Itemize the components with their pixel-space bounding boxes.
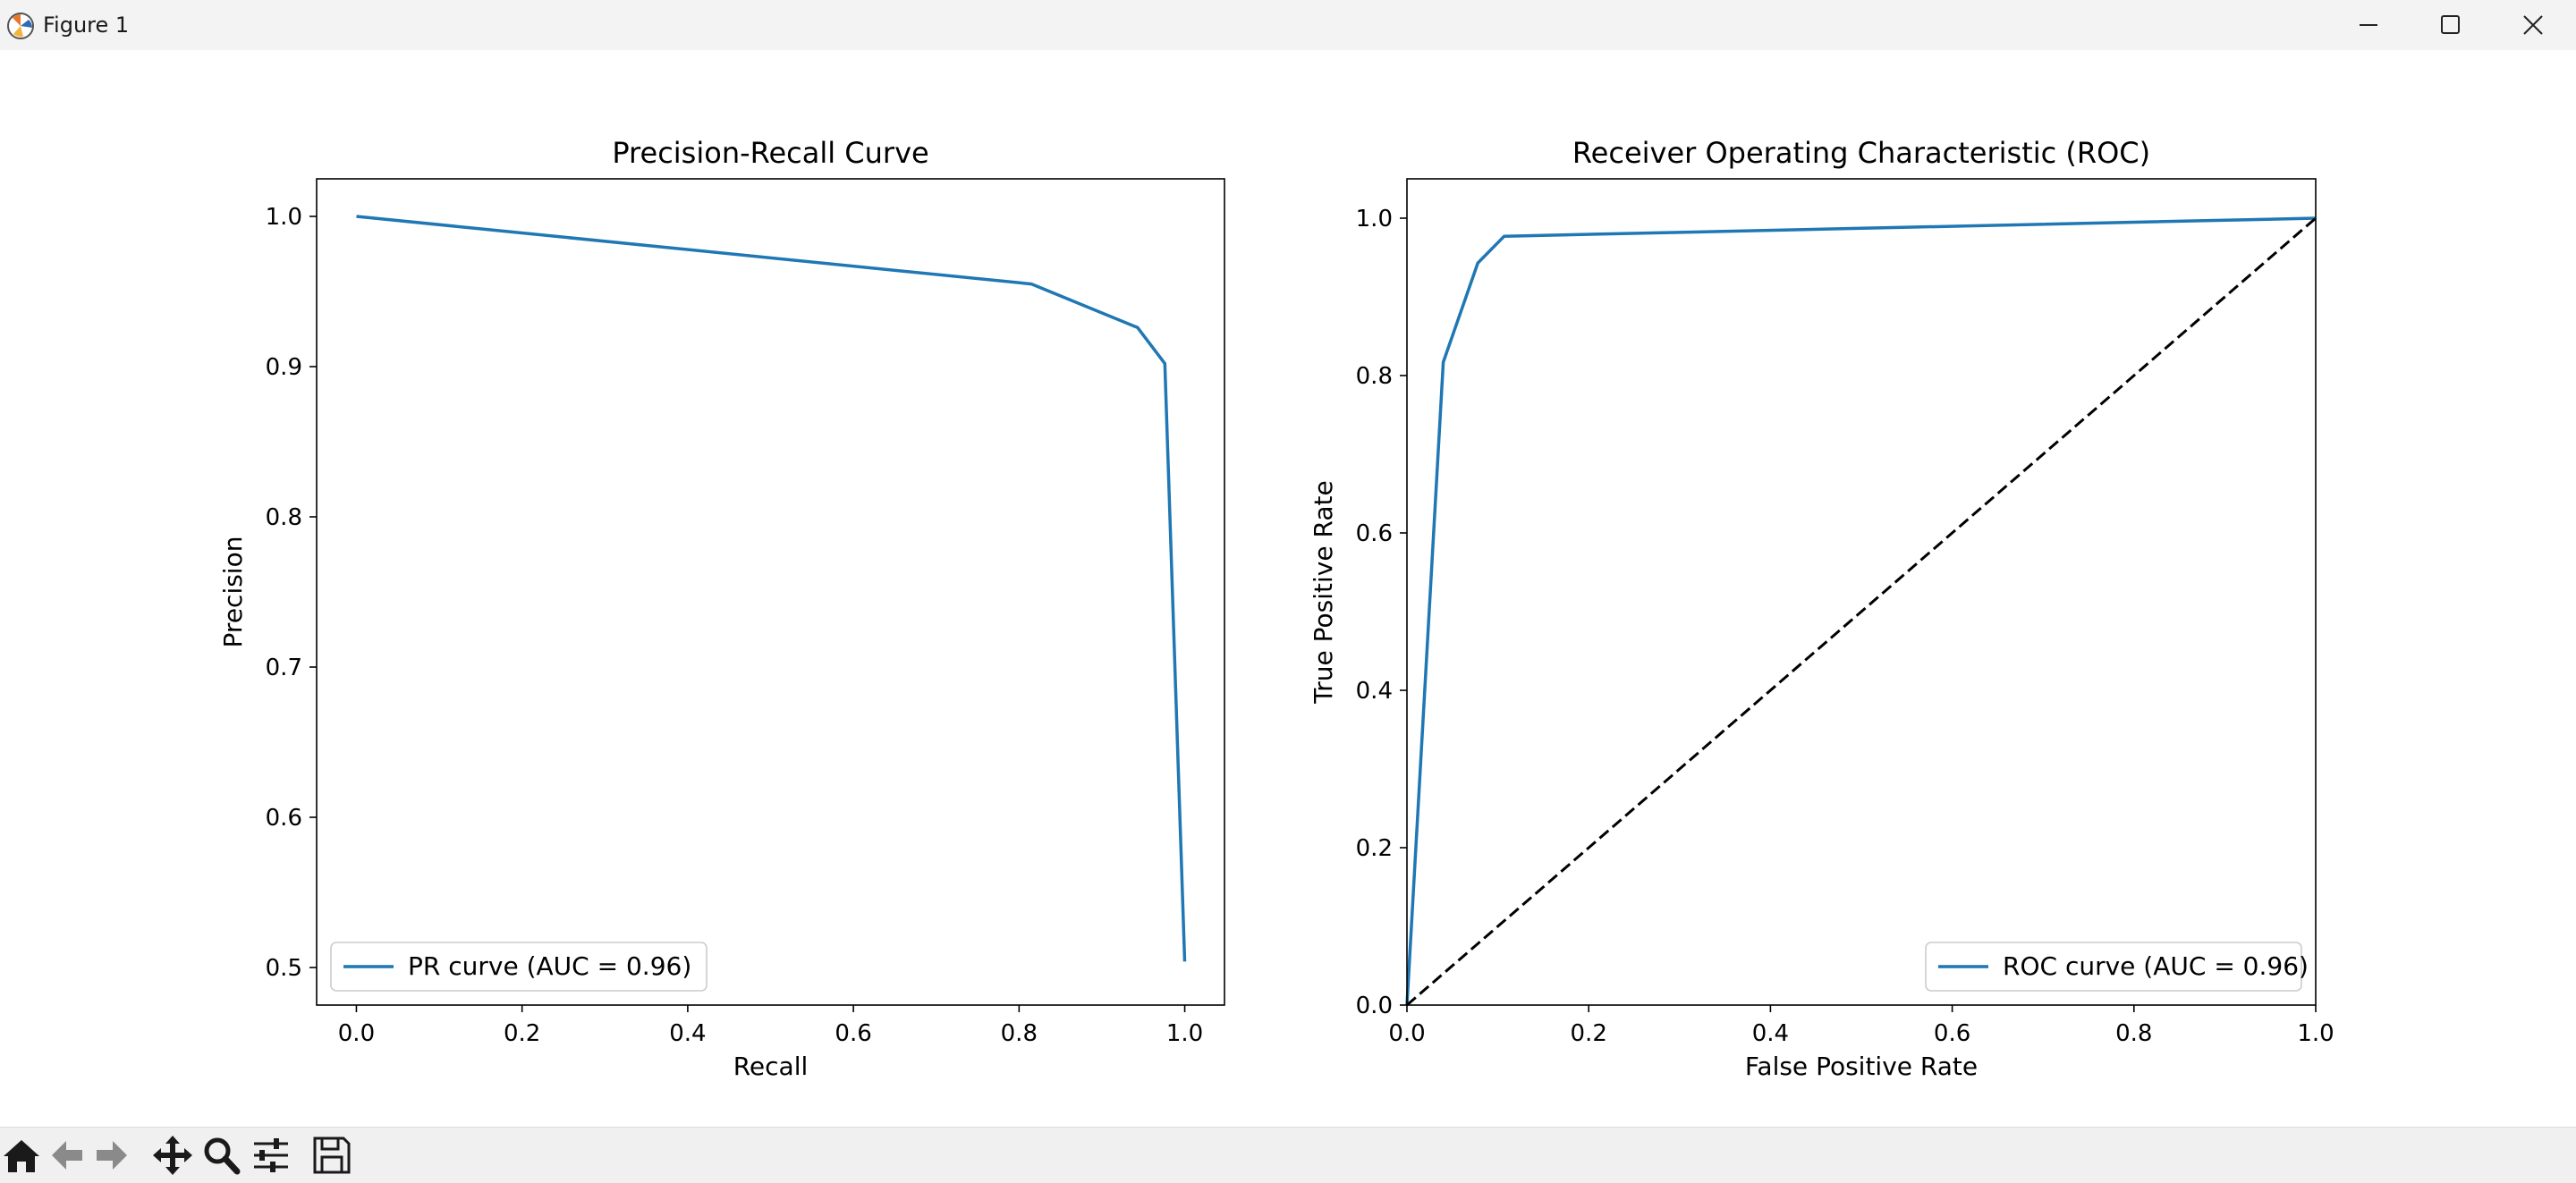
navigation-toolbar (0, 1127, 2576, 1183)
save-icon (313, 1137, 351, 1174)
x-axis-label-0: Recall (733, 1052, 809, 1081)
maximize-icon (2441, 15, 2460, 34)
plot-area-1 (1407, 179, 2316, 1005)
pan-button[interactable] (150, 1133, 195, 1178)
configure-subplots-button[interactable] (249, 1133, 293, 1178)
legend-box-1 (1925, 942, 2302, 992)
x-tick-label-0-4: 0.8 (1001, 1020, 1038, 1047)
x-tick-label-1-4: 0.8 (2115, 1020, 2152, 1047)
minimize-button[interactable] (2327, 0, 2410, 50)
pan-icon (153, 1136, 192, 1175)
back-arrow-icon (52, 1141, 82, 1170)
window-title: Figure 1 (43, 13, 130, 38)
y-tick-label-1-5: 1.0 (1356, 206, 1393, 232)
x-tick-label-0-1: 0.2 (504, 1020, 540, 1047)
legend-box-0 (330, 942, 708, 992)
x-tick-label-0-0: 0.0 (338, 1020, 375, 1047)
x-tick-label-0-3: 0.6 (835, 1020, 871, 1047)
zoom-button[interactable] (199, 1133, 243, 1178)
home-button[interactable] (0, 1133, 45, 1178)
chart-title-0: Precision-Recall Curve (612, 136, 928, 170)
diagonal-reference-line-1-1 (1406, 216, 2317, 1007)
series-line-0-0 (356, 215, 1187, 962)
maximize-button[interactable] (2410, 0, 2492, 50)
x-tick-label-1-3: 0.6 (1934, 1020, 1970, 1047)
figure-svg: 0.0 0.2 0.4 0.6 0.8 1.0 0.5 0.6 0.7 0.8 0.9 1.0 Prec… (218, 136, 2334, 1081)
matplotlib-logo-icon (7, 13, 34, 39)
y-tick-label-0-2: 0.7 (266, 655, 302, 681)
chart-title-1: Receiver Operating Characteristic (ROC) (1572, 136, 2150, 170)
back-button[interactable] (45, 1133, 89, 1178)
axes-frame-1 (1406, 178, 2317, 1006)
zoom-icon (204, 1137, 241, 1175)
y-tick-label-1-4: 0.8 (1356, 363, 1393, 390)
y-tick-label-0-5: 1.0 (266, 204, 302, 231)
x-tick-label-0-2: 0.4 (669, 1020, 706, 1047)
y-axis-label-0: Precision (218, 537, 248, 648)
x-axis-label-1: False Positive Rate (1745, 1052, 1978, 1081)
save-button[interactable] (309, 1133, 354, 1178)
y-tick-label-1-3: 0.6 (1356, 520, 1393, 547)
home-icon (4, 1140, 39, 1172)
axes-frame-0 (316, 178, 1225, 1006)
close-icon (2523, 15, 2543, 35)
forward-arrow-icon (97, 1141, 127, 1170)
y-tick-label-0-3: 0.8 (266, 504, 302, 531)
x-tick-label-0-5: 1.0 (1166, 1020, 1203, 1047)
y-tick-label-0-1: 0.6 (266, 805, 302, 832)
x-tick-label-1-5: 1.0 (2297, 1020, 2334, 1047)
x-tick-label-1-2: 0.4 (1752, 1020, 1789, 1047)
title-bar: Figure 1 (0, 0, 2576, 51)
y-tick-label-1-1: 0.2 (1356, 835, 1393, 862)
plot-area-0 (317, 179, 1224, 1005)
minimize-icon (2360, 24, 2377, 26)
x-tick-label-1-0: 0.0 (1388, 1020, 1425, 1047)
y-axis-label-1: True Positive Rate (1309, 480, 1338, 704)
series-line-1-0 (1405, 216, 2317, 1006)
forward-button[interactable] (89, 1133, 134, 1178)
y-tick-label-1-0: 0.0 (1356, 993, 1393, 1019)
configure-subplots-icon (254, 1138, 288, 1172)
legend-label-1-0: ROC curve (AUC = 0.96) (2003, 951, 2309, 981)
x-tick-label-1-1: 0.2 (1571, 1020, 1607, 1047)
y-tick-label-1-2: 0.4 (1356, 678, 1393, 705)
legend-label-0-0: PR curve (AUC = 0.96) (408, 951, 691, 981)
close-button[interactable] (2492, 0, 2574, 50)
y-tick-label-0-4: 0.9 (266, 354, 302, 381)
y-tick-label-0-0: 0.5 (266, 955, 302, 982)
figure-canvas[interactable]: 0.0 0.2 0.4 0.6 0.8 1.0 0.5 0.6 0.7 0.8 0.9 1.0 Prec… (0, 50, 2576, 1127)
